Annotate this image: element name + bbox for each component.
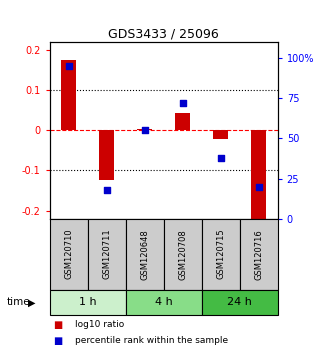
Text: GSM120710: GSM120710 [64, 229, 73, 280]
Bar [175, 113, 190, 130]
Bar [99, 130, 114, 180]
Bar [251, 130, 266, 219]
Point [66, 63, 71, 69]
Text: log10 ratio: log10 ratio [75, 320, 125, 330]
Text: ■: ■ [53, 336, 62, 346]
Point [218, 155, 223, 160]
Title: GDS3433 / 25096: GDS3433 / 25096 [108, 28, 219, 41]
Bar [61, 60, 76, 130]
Text: 4 h: 4 h [155, 297, 173, 307]
Point [180, 100, 185, 106]
Point [256, 184, 261, 189]
Text: time: time [6, 297, 30, 307]
Text: GSM120716: GSM120716 [254, 229, 263, 280]
Point [142, 127, 147, 133]
Point [104, 187, 109, 193]
Bar [137, 129, 152, 130]
Text: GSM120711: GSM120711 [102, 229, 111, 280]
Text: ■: ■ [53, 320, 62, 330]
Text: GSM120708: GSM120708 [178, 229, 187, 280]
Text: GSM120715: GSM120715 [216, 229, 225, 280]
Text: 1 h: 1 h [79, 297, 97, 307]
Text: 24 h: 24 h [227, 297, 252, 307]
Text: GSM120648: GSM120648 [140, 229, 149, 280]
Bar [213, 130, 228, 139]
Text: ▶: ▶ [28, 297, 36, 307]
Text: percentile rank within the sample: percentile rank within the sample [75, 336, 229, 345]
